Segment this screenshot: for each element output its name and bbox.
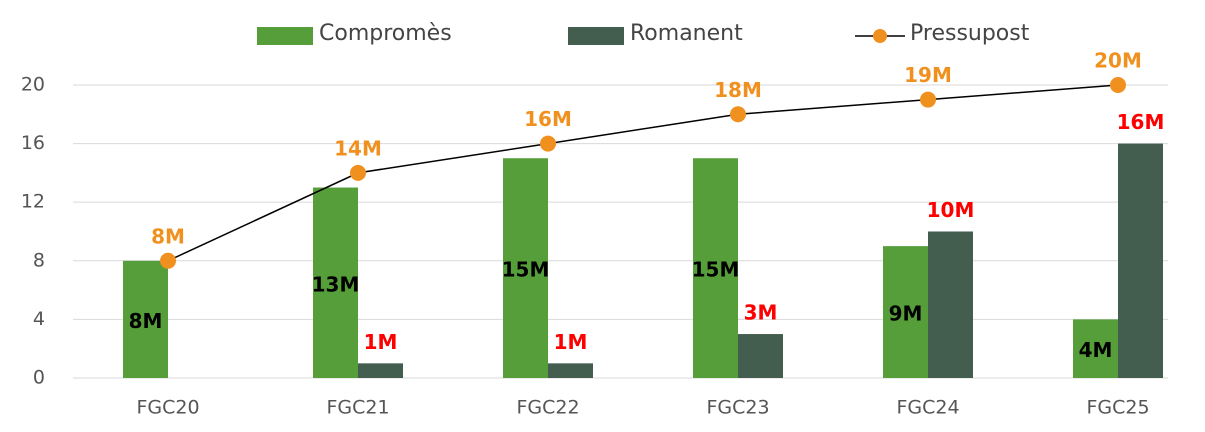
- data-label: 15M: [692, 258, 740, 282]
- data-label: 9M: [889, 302, 923, 326]
- bar: [738, 334, 783, 378]
- bar: [123, 260, 168, 378]
- x-tick-label: FGC23: [706, 397, 769, 419]
- data-label: 8M: [129, 309, 163, 333]
- data-label: 1M: [554, 330, 588, 354]
- data-label: 20M: [1094, 48, 1142, 72]
- y-tick-label: 8: [33, 249, 45, 271]
- data-label: 19M: [904, 63, 952, 87]
- data-label: 3M: [744, 301, 778, 325]
- bar: [313, 187, 358, 378]
- data-label: 15M: [502, 258, 550, 282]
- data-label: 14M: [334, 136, 382, 160]
- y-tick-label: 4: [33, 308, 45, 330]
- bar: [693, 158, 738, 378]
- line: [167, 84, 1119, 262]
- x-tick-label: FGC20: [136, 397, 199, 419]
- y-tick-label: 20: [21, 73, 45, 95]
- line-marker: [160, 252, 176, 269]
- y-tick-label: 12: [21, 191, 45, 213]
- data-label: 1M: [364, 330, 398, 354]
- legend-swatch: [257, 27, 313, 45]
- bar: [928, 231, 973, 378]
- x-tick-label: FGC25: [1086, 397, 1149, 419]
- data-label: 16M: [1117, 110, 1165, 134]
- legend-label: Compromès: [319, 21, 452, 46]
- x-tick-label: FGC24: [896, 397, 959, 419]
- x-tick-label: FGC21: [326, 397, 389, 419]
- data-label: 18M: [714, 78, 762, 102]
- bar: [358, 363, 403, 378]
- line-marker: [1110, 76, 1126, 93]
- legend-marker: [873, 29, 887, 43]
- bar: [1118, 143, 1163, 378]
- y-tick-label: 0: [33, 367, 45, 389]
- data-label: 4M: [1079, 338, 1113, 362]
- legend-label: Romanent: [630, 21, 743, 46]
- bar: [1073, 319, 1118, 378]
- data-label: 10M: [927, 198, 975, 222]
- x-tick-label: FGC22: [516, 397, 579, 419]
- line-marker: [920, 91, 936, 108]
- y-tick-label: 16: [21, 132, 45, 154]
- legend-swatch: [568, 27, 624, 45]
- line-marker: [540, 135, 556, 152]
- bar: [548, 363, 593, 378]
- line-marker: [350, 164, 366, 181]
- data-label: 8M: [151, 224, 185, 248]
- bar: [503, 158, 548, 378]
- legend-label: Pressupost: [910, 21, 1030, 46]
- line-marker: [730, 106, 746, 123]
- data-label: 13M: [312, 272, 360, 296]
- bar: [883, 246, 928, 378]
- data-label: 16M: [524, 107, 572, 131]
